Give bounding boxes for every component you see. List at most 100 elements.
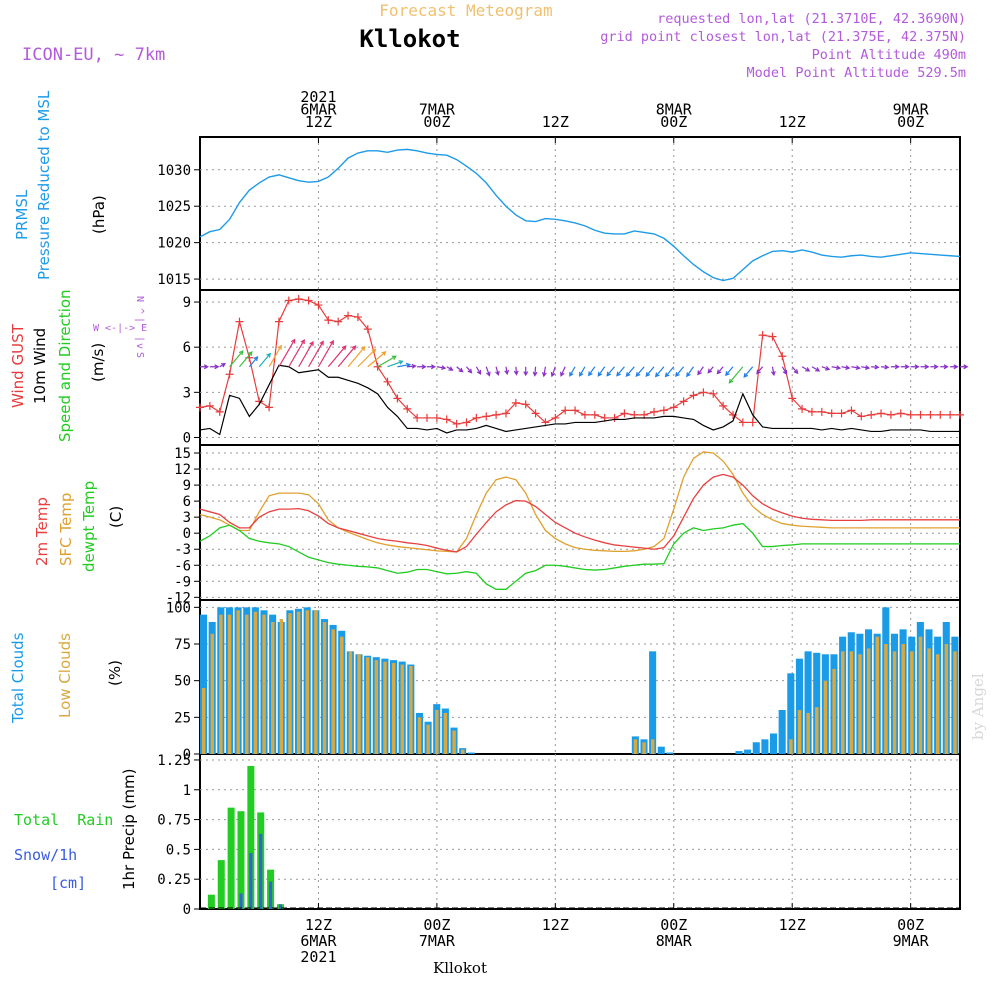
gust-marker [344, 311, 353, 320]
wind-arrow [781, 366, 788, 376]
low-cloud-bar [815, 707, 819, 754]
gust-marker [284, 296, 293, 305]
wind-arrow [940, 364, 949, 370]
wind-arrow [616, 366, 625, 377]
grid-point-coords: grid point closest lon,lat (21.375E, 42.… [600, 29, 966, 45]
low-cloud-bar [201, 688, 206, 754]
wind-arrow [728, 366, 744, 384]
wind-arrow [560, 366, 566, 377]
gust-marker [265, 403, 274, 412]
gust-marker [847, 406, 856, 415]
gust-marker [324, 316, 333, 325]
time-label-bottom: 12Z [542, 916, 569, 934]
low-cloud-bar [219, 614, 223, 754]
y-tick-label: 0 [183, 526, 191, 542]
wind-arrow [861, 365, 871, 370]
low-cloud-bar [227, 614, 232, 754]
wind-arrow [801, 366, 811, 372]
gust-marker [620, 409, 629, 418]
snow-bar [269, 881, 273, 909]
low-cloud-bar [806, 712, 810, 754]
gust-marker [916, 410, 925, 419]
low-cloud-bar [210, 633, 214, 754]
y-tick-label: 12 [174, 462, 191, 478]
snow-bar [239, 893, 243, 909]
wind-arrow [743, 366, 754, 378]
low-cloud-bar [262, 614, 266, 754]
y-tick-label: 15 [174, 446, 191, 462]
low-cloud-bar [901, 644, 905, 754]
gust-marker [877, 409, 886, 418]
time-label-top: 12Z [779, 113, 806, 131]
wind-arrow [357, 348, 377, 368]
wind-arrow [606, 366, 616, 377]
wind-arrow [495, 366, 500, 376]
label-sfc-temp: SFC Temp [57, 493, 75, 566]
gust-marker [659, 406, 668, 415]
wind-arrow [880, 364, 890, 370]
wind-arrow [298, 340, 314, 368]
low-cloud-bar [409, 666, 413, 754]
wind-arrow [523, 366, 529, 377]
low-cloud-bar [365, 657, 370, 754]
temp-2m-line [199, 473, 960, 553]
y-tick-label: 9 [183, 478, 191, 494]
y-tick-label: 0.75 [157, 813, 191, 829]
y-tick-label: 6 [183, 340, 191, 356]
wind-arrow [664, 366, 675, 378]
low-cloud-bar [866, 648, 871, 754]
gust-marker [235, 317, 244, 326]
total-cloud-bar [778, 710, 786, 754]
compass-s: S [134, 352, 145, 358]
gust-marker [571, 406, 580, 415]
compass-n: N [134, 296, 145, 302]
model-label: ICON-EU, ~ 7km [22, 45, 165, 65]
y-tick-label: 6 [183, 494, 191, 510]
wind-arrow [541, 366, 547, 378]
wind-arrow [960, 364, 969, 370]
wind-arrow [504, 366, 510, 376]
y-tick-label: 0 [183, 430, 191, 446]
wind-arrow [347, 345, 366, 368]
y-tick-label: 1025 [157, 199, 191, 215]
gust-marker [896, 409, 905, 418]
label-snow: Snow/1h [14, 846, 77, 864]
wind-arrow [550, 366, 556, 378]
wind-arrow [821, 365, 831, 371]
gust-marker [205, 401, 214, 410]
panel-frame-temp [199, 444, 961, 601]
gust-marker [561, 406, 570, 415]
low-cloud-bar [460, 749, 465, 754]
y-tick-label: 25 [174, 710, 191, 726]
low-cloud-bar [875, 636, 879, 754]
time-label-bottom: 9MAR [893, 932, 930, 950]
label-speed-direction: Speed and Direction [56, 289, 74, 442]
gust-marker [867, 410, 876, 419]
wind-arrow [770, 366, 776, 377]
model-altitude: Model Point Altitude 529.5m [747, 65, 966, 81]
wind-arrow [569, 366, 576, 377]
gust-marker [423, 413, 432, 422]
total-cloud-bar [795, 658, 803, 754]
gust-marker [492, 410, 501, 419]
rain-bar [237, 811, 245, 909]
low-cloud-bar [633, 739, 638, 754]
rain-bar [247, 765, 255, 909]
wind-arrow [697, 366, 704, 376]
gust-marker [482, 412, 491, 421]
wind-arrow [367, 351, 387, 368]
low-cloud-bar [789, 739, 793, 754]
low-cloud-bar [279, 619, 284, 754]
wind-arrow [950, 364, 959, 370]
gust-line [199, 298, 960, 425]
wind-arrow [317, 339, 334, 368]
wind-arrow [831, 365, 842, 371]
total-cloud-bar [744, 749, 752, 754]
low-cloud-bar [823, 680, 828, 754]
gust-marker [442, 415, 451, 424]
y-tick-label: 9 [183, 295, 191, 311]
wind-arrow [900, 364, 910, 370]
total-cloud-bar [761, 739, 769, 754]
gust-marker [462, 418, 471, 427]
wind-arrow [635, 366, 645, 378]
